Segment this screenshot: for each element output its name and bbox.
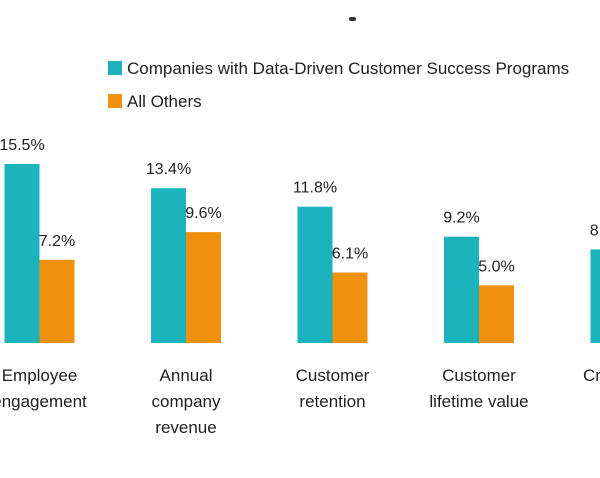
category-label-2-line-0: Customer bbox=[296, 366, 370, 385]
category-label-1-line-2: revenue bbox=[155, 418, 216, 437]
category-label-3-line-0: Customer bbox=[442, 366, 516, 385]
value-label-series-1-2: 6.1% bbox=[332, 246, 368, 263]
legend-label-series-1: All Others bbox=[127, 92, 202, 111]
bar-series-1-2 bbox=[332, 272, 368, 343]
title-fragment-mark bbox=[349, 17, 356, 21]
bars bbox=[4, 164, 600, 344]
bar-series-1-1 bbox=[186, 232, 221, 343]
legend: Companies with Data-Driven Customer Succ… bbox=[108, 59, 569, 111]
category-label-0-line-1: engagement bbox=[0, 392, 87, 411]
legend-swatch-series-1 bbox=[108, 94, 122, 108]
value-label-series-1-3: 5.0% bbox=[478, 258, 514, 275]
category-label-4-line-0: Cross-sell / bbox=[583, 366, 600, 385]
value-label-series-0-4: 8.1% bbox=[590, 222, 600, 239]
value-label-series-0-2: 11.8% bbox=[293, 180, 337, 197]
value-label-series-1-0: 7.2% bbox=[39, 233, 75, 250]
category-label-3-line-1: lifetime value bbox=[429, 392, 528, 411]
value-labels: 15.5% 7.2% 13.4% 9.6% 11.8% 6.1% 9.2% 5.0% 8.1% bbox=[0, 137, 600, 275]
category-label-0-line-0: Employee bbox=[2, 366, 78, 385]
bar-series-0-1 bbox=[151, 188, 186, 343]
value-label-series-0-0: 15.5% bbox=[0, 137, 45, 154]
bar-series-1-0 bbox=[39, 259, 75, 343]
category-label-1-line-0: Annual bbox=[160, 366, 213, 385]
bar-series-1-3 bbox=[479, 285, 514, 344]
value-label-series-0-3: 9.2% bbox=[443, 210, 479, 227]
bar-series-0-4 bbox=[590, 249, 600, 343]
category-labels: Employee engagement Annual company revenue Cu… bbox=[0, 366, 600, 437]
value-label-series-0-1: 13.4% bbox=[146, 161, 191, 178]
legend-swatch-series-0 bbox=[108, 61, 122, 75]
bar-series-0-2 bbox=[297, 206, 333, 343]
category-label-1-line-1: company bbox=[152, 392, 221, 411]
bar-series-0-0 bbox=[4, 164, 40, 343]
category-label-2-line-1: retention bbox=[299, 392, 365, 411]
legend-label-series-0: Companies with Data-Driven Customer Succ… bbox=[127, 59, 569, 78]
bar-series-0-3 bbox=[444, 236, 479, 343]
value-label-series-1-1: 9.6% bbox=[185, 205, 221, 222]
